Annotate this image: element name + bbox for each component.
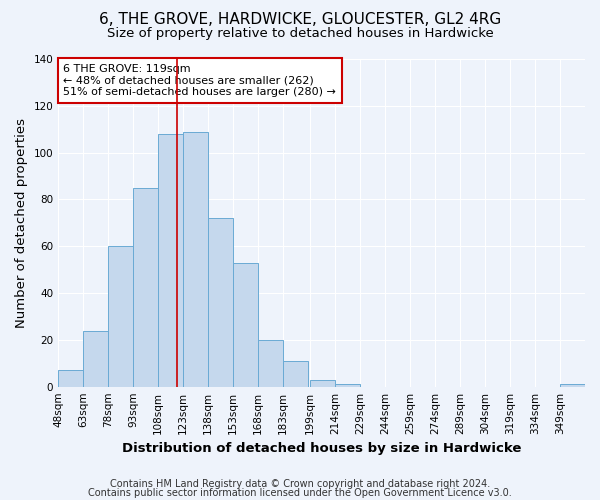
X-axis label: Distribution of detached houses by size in Hardwicke: Distribution of detached houses by size … bbox=[122, 442, 521, 455]
Text: Contains public sector information licensed under the Open Government Licence v3: Contains public sector information licen… bbox=[88, 488, 512, 498]
Bar bbox=[310, 380, 335, 386]
Text: Contains HM Land Registry data © Crown copyright and database right 2024.: Contains HM Land Registry data © Crown c… bbox=[110, 479, 490, 489]
Bar bbox=[560, 384, 585, 386]
Bar bbox=[58, 370, 83, 386]
Bar bbox=[83, 330, 108, 386]
Text: 6 THE GROVE: 119sqm
← 48% of detached houses are smaller (262)
51% of semi-detac: 6 THE GROVE: 119sqm ← 48% of detached ho… bbox=[64, 64, 337, 97]
Bar bbox=[233, 262, 258, 386]
Text: 6, THE GROVE, HARDWICKE, GLOUCESTER, GL2 4RG: 6, THE GROVE, HARDWICKE, GLOUCESTER, GL2… bbox=[99, 12, 501, 28]
Text: Size of property relative to detached houses in Hardwicke: Size of property relative to detached ho… bbox=[107, 28, 493, 40]
Bar bbox=[208, 218, 233, 386]
Bar bbox=[133, 188, 158, 386]
Y-axis label: Number of detached properties: Number of detached properties bbox=[15, 118, 28, 328]
Bar bbox=[158, 134, 183, 386]
Bar bbox=[335, 384, 360, 386]
Bar bbox=[283, 361, 308, 386]
Bar bbox=[108, 246, 133, 386]
Bar bbox=[258, 340, 283, 386]
Bar bbox=[183, 132, 208, 386]
